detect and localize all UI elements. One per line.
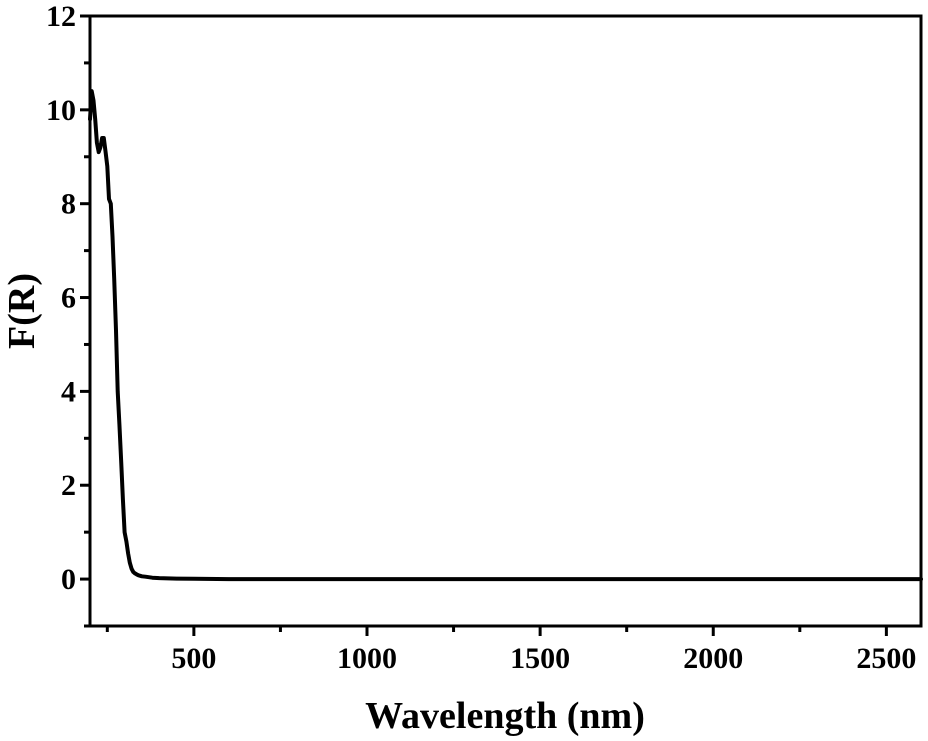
x-tick-label: 2500 <box>856 642 916 675</box>
y-tick-label: 8 <box>61 188 76 221</box>
tick-labels: 500 1000 1500 2000 2500 0 2 4 6 8 10 12 <box>46 0 916 675</box>
y-tick-label: 0 <box>61 563 76 596</box>
x-tick-label: 500 <box>171 642 216 675</box>
y-tick-label: 12 <box>46 0 76 33</box>
x-tick-label: 2000 <box>683 642 743 675</box>
y-tick-label: 2 <box>61 469 76 502</box>
y-tick-label: 4 <box>61 375 76 408</box>
tick-marks <box>80 14 888 636</box>
series-line <box>88 89 923 582</box>
y-axis-label: F(R) <box>1 273 43 349</box>
y-tick-label: 6 <box>61 282 76 315</box>
x-axis-label: Wavelength (nm) <box>365 695 645 737</box>
x-tick-label: 1000 <box>337 642 397 675</box>
plot-frame <box>88 14 923 628</box>
x-tick-label: 1500 <box>510 642 570 675</box>
y-tick-label: 10 <box>46 94 76 127</box>
